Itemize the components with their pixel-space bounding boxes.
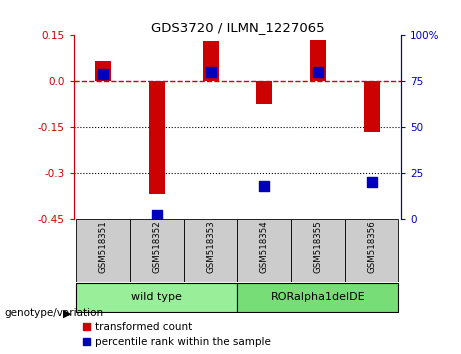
Bar — [77, 219, 130, 282]
Title: GDS3720 / ILMN_1227065: GDS3720 / ILMN_1227065 — [151, 21, 324, 34]
Text: GSM518356: GSM518356 — [367, 221, 376, 273]
Text: ▶: ▶ — [63, 308, 71, 318]
Bar — [310, 40, 326, 81]
Bar — [130, 219, 184, 282]
Point — [100, 71, 107, 77]
Bar — [202, 41, 219, 81]
Point — [314, 69, 322, 75]
Point — [260, 183, 268, 189]
Text: GSM518355: GSM518355 — [313, 221, 322, 273]
Bar — [184, 219, 237, 282]
Point — [153, 212, 160, 218]
Bar — [77, 282, 237, 312]
Text: wild type: wild type — [131, 292, 183, 302]
Bar — [291, 219, 345, 282]
Bar — [237, 219, 291, 282]
Text: genotype/variation: genotype/variation — [5, 308, 104, 318]
Bar — [149, 81, 165, 194]
Text: GSM518352: GSM518352 — [153, 221, 161, 273]
Text: GSM518354: GSM518354 — [260, 221, 269, 273]
Point — [207, 69, 214, 75]
Bar — [364, 81, 379, 132]
Text: GSM518351: GSM518351 — [99, 221, 108, 273]
Bar — [256, 81, 272, 104]
Bar — [95, 61, 111, 81]
Text: RORalpha1delDE: RORalpha1delDE — [271, 292, 365, 302]
Legend: transformed count, percentile rank within the sample: transformed count, percentile rank withi… — [79, 318, 275, 351]
Bar — [345, 219, 398, 282]
Point — [368, 179, 375, 185]
Bar — [237, 282, 398, 312]
Text: GSM518353: GSM518353 — [206, 221, 215, 273]
